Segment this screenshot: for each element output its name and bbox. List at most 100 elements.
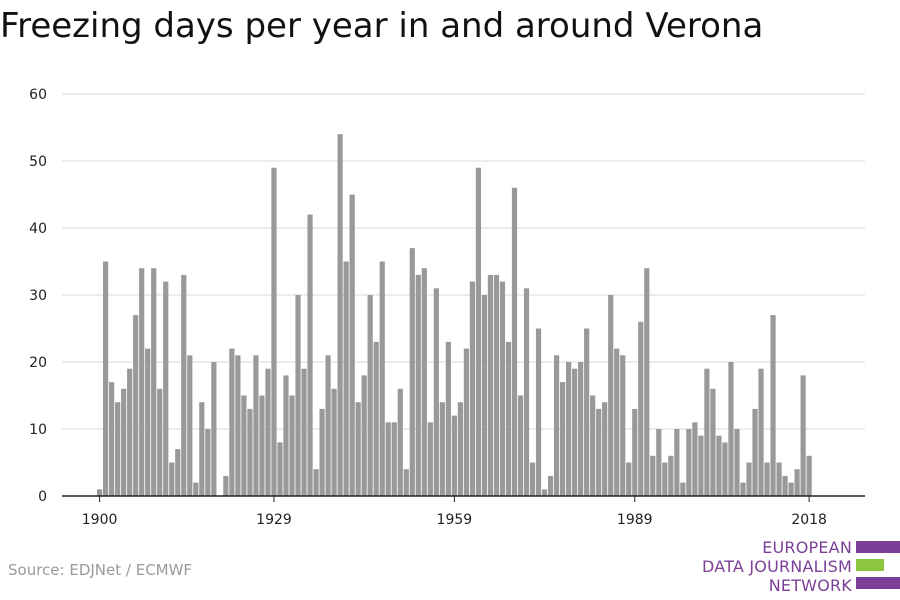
bar	[199, 402, 205, 496]
y-tick-label: 10	[29, 422, 47, 438]
y-tick-label: 40	[29, 221, 47, 237]
bar	[529, 462, 536, 496]
bar	[505, 341, 512, 496]
bar	[770, 315, 776, 496]
bar	[650, 455, 656, 496]
bar	[638, 321, 644, 496]
bar	[355, 402, 361, 496]
bar	[800, 375, 806, 496]
logo-bar-middle	[856, 559, 884, 571]
y-axis-ticks: 0 10 20 30 40 50 60	[29, 87, 47, 505]
bar	[313, 469, 319, 496]
x-tick-label: 1929	[256, 512, 292, 528]
bar	[163, 281, 169, 496]
bar	[133, 315, 139, 496]
bar	[223, 475, 229, 496]
bar	[373, 341, 379, 496]
bar	[211, 362, 217, 496]
bar	[295, 295, 301, 496]
bar	[608, 295, 614, 496]
bar	[421, 268, 427, 496]
x-tick-label: 1959	[437, 512, 473, 528]
bar	[668, 455, 674, 496]
bar	[259, 395, 265, 496]
bar	[547, 475, 554, 496]
bar	[301, 368, 307, 496]
bar	[229, 348, 235, 496]
bar	[716, 435, 722, 496]
bar	[517, 395, 524, 496]
logo-text-network: NETWORK	[768, 576, 852, 595]
bar	[475, 167, 482, 496]
bar	[692, 422, 698, 496]
x-tick-label: 1989	[617, 512, 653, 528]
bar	[277, 442, 283, 496]
bar	[445, 341, 451, 496]
bar	[698, 435, 704, 496]
bar	[193, 482, 199, 496]
bar	[307, 214, 313, 496]
bar	[361, 375, 367, 496]
bars	[97, 134, 812, 497]
bar	[427, 422, 433, 496]
logo-text-european: EUROPEAN	[762, 538, 852, 557]
bar	[572, 368, 578, 496]
x-axis-ticks: 1900 1929 1959 1989 2018	[82, 496, 827, 528]
bar	[343, 261, 349, 496]
bar	[662, 462, 668, 496]
bar	[596, 408, 602, 496]
bar	[746, 462, 752, 496]
bar	[283, 375, 289, 496]
bar	[806, 455, 812, 496]
bar	[457, 402, 463, 496]
bar	[578, 362, 584, 496]
source-note: Source: EDJNet / ECMWF	[8, 561, 193, 579]
bar	[181, 274, 187, 496]
bar	[403, 469, 409, 496]
bar	[325, 355, 331, 496]
bar	[523, 288, 530, 496]
bar	[752, 408, 758, 496]
y-tick-label: 30	[29, 288, 47, 304]
bar	[481, 295, 488, 496]
bar	[175, 449, 181, 496]
bar	[391, 422, 397, 496]
bar	[385, 422, 391, 496]
chart-title: Freezing days per year in and around Ver…	[0, 6, 764, 46]
bar	[109, 382, 115, 496]
bar	[409, 248, 415, 496]
bar	[271, 167, 277, 496]
bar	[331, 388, 337, 496]
bar	[626, 462, 632, 496]
bar	[115, 402, 121, 496]
bar	[397, 388, 403, 496]
bar	[620, 355, 626, 496]
bar	[764, 462, 770, 496]
bar-chart: 0 10 20 30 40 50 60 1900 1929 1959 1989 2018	[29, 87, 865, 528]
bar	[187, 355, 193, 496]
bar	[541, 489, 548, 496]
bar	[235, 355, 241, 496]
bar	[674, 429, 680, 496]
bar	[553, 355, 560, 496]
bar	[614, 348, 620, 496]
bar	[319, 408, 325, 496]
bar	[463, 348, 469, 496]
bar	[782, 475, 788, 496]
bar	[415, 274, 421, 496]
bar	[644, 268, 650, 496]
bar	[97, 489, 103, 496]
bar	[469, 281, 476, 496]
bar	[451, 415, 457, 496]
bar	[728, 362, 734, 496]
bar	[776, 462, 782, 496]
logo-bar-top	[856, 541, 900, 553]
bar	[157, 388, 163, 496]
bar	[379, 261, 385, 496]
bar	[632, 408, 638, 496]
bar	[560, 382, 566, 496]
bar	[584, 328, 590, 496]
bar	[656, 429, 662, 496]
x-tick-label: 1900	[82, 512, 118, 528]
bar	[734, 429, 740, 496]
